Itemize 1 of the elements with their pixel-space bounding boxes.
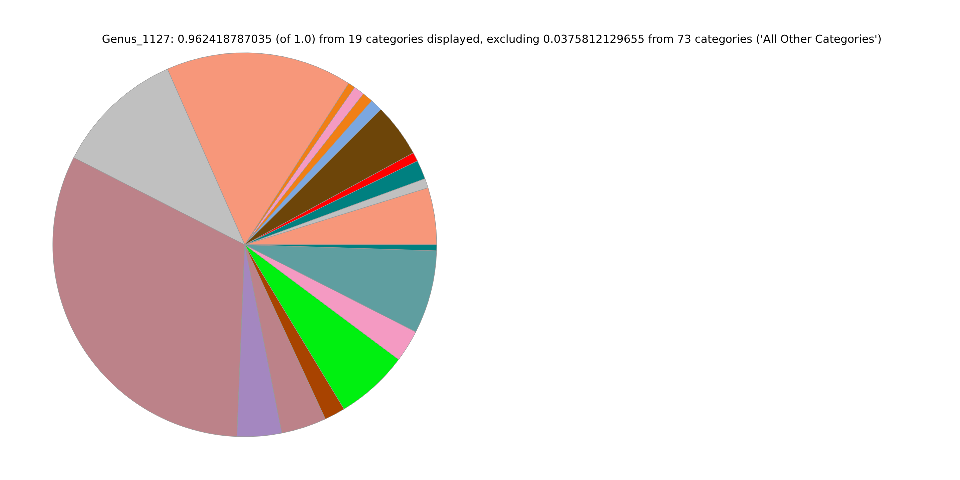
text: Genus_1127: 0.962418787035 (of 1.0) from 19 categories displayed, excluding 0.0375812129655 from 73 categories ('All Other Categories') [102,33,882,46]
